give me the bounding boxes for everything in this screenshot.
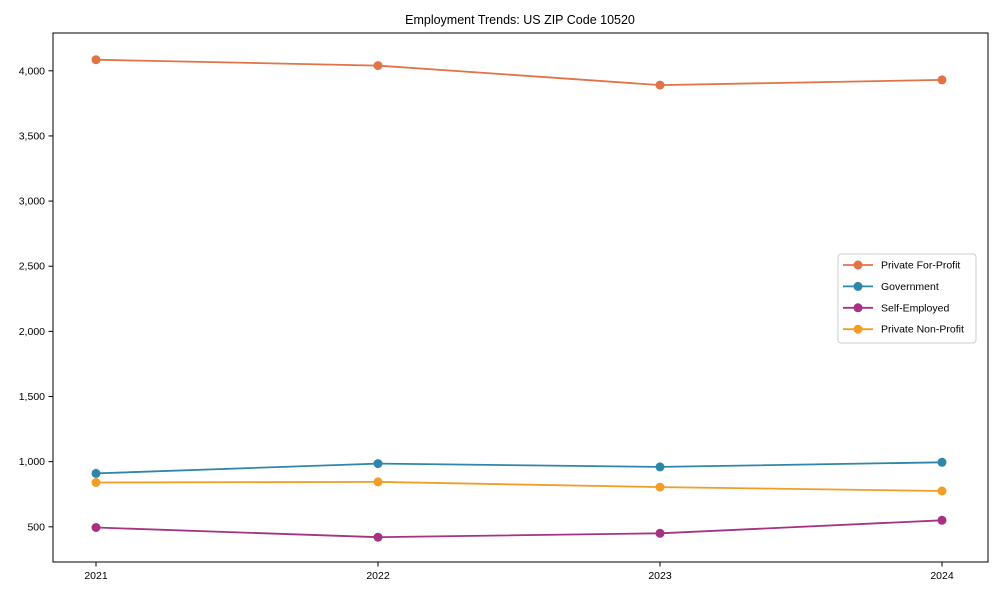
legend-swatch-marker-private-for-profit (853, 260, 863, 270)
chart-title: Employment Trends: US ZIP Code 10520 (405, 13, 635, 27)
data-point-self-employed-2021 (91, 523, 101, 532)
data-point-self-employed-2024 (937, 515, 947, 525)
data-point-self-employed-2023 (655, 528, 665, 538)
data-point-government-2024 (937, 457, 947, 467)
x-axis-tick-label: 2022 (366, 570, 390, 582)
data-point-private-for-profit-2022 (373, 61, 383, 71)
series-line-self-employed (95, 519, 943, 539)
data-point-private-non-profit-2024 (937, 486, 947, 496)
y-axis-tick-label: 1,000 (19, 456, 45, 468)
y-axis-tick-label: 3,500 (19, 130, 45, 142)
plot-area: 500 1,000 1,500 2,000 2,500 3,000 3,500 4,000 20… (19, 32, 989, 582)
data-point-government-2021 (91, 468, 101, 478)
data-point-government-2022 (373, 459, 383, 469)
legend-label-private-for-profit: Private For-Profit (881, 260, 960, 272)
y-axis-tick-label: 1,500 (19, 391, 45, 403)
legend-swatch-marker-government (853, 281, 863, 291)
y-axis-tick-label: 3,000 (19, 196, 45, 208)
x-axis-tick-label: 2023 (648, 570, 672, 582)
x-axis-tick-label: 2024 (930, 570, 954, 582)
legend-swatch-marker-self-employed (853, 303, 863, 313)
legend-swatch-marker-private-non-profit (853, 324, 863, 334)
series-line-government (95, 461, 943, 475)
plot-frame (52, 32, 989, 563)
y-axis-tick-label: 2,000 (19, 326, 45, 338)
series-line-private-for-profit (95, 58, 943, 87)
legend-label-self-employed: Self-Employed (881, 302, 949, 314)
x-axis-tick-label: 2021 (84, 570, 108, 582)
y-axis-tick-label: 2,500 (19, 261, 45, 273)
data-point-private-non-profit-2022 (373, 477, 383, 487)
legend-label-government: Government (881, 281, 939, 293)
legend: Private For-Profit Government Self-Employe… (837, 253, 977, 344)
data-point-private-for-profit-2023 (655, 80, 665, 90)
data-point-private-non-profit-2023 (655, 482, 665, 492)
data-point-private-for-profit-2024 (937, 75, 947, 85)
data-point-private-non-profit-2021 (91, 478, 101, 487)
legend-label-private-non-profit: Private Non-Profit (881, 324, 964, 336)
legend-box (837, 253, 977, 344)
data-point-private-for-profit-2021 (91, 55, 101, 65)
y-axis-tick-label: 4,000 (19, 65, 45, 77)
series-line-private-non-profit (95, 480, 943, 492)
y-axis-tick-label: 500 (27, 521, 45, 533)
data-point-self-employed-2022 (373, 532, 383, 542)
data-point-government-2023 (655, 462, 665, 472)
